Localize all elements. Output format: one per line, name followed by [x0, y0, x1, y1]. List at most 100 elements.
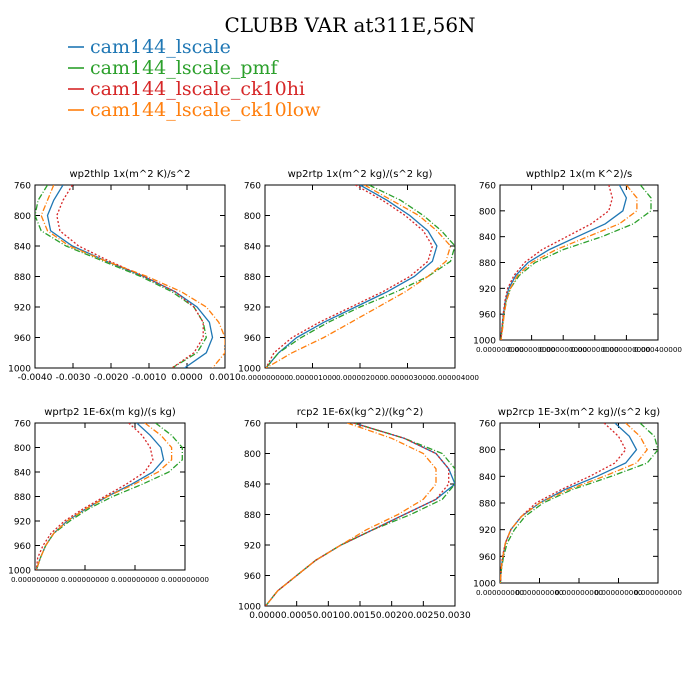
y-tick-label: 1000 — [238, 603, 261, 613]
y-tick-label: 1000 — [473, 580, 496, 590]
panel-title: wp2rtp 1x(m^2 kg)/(s^2 kg) — [288, 169, 433, 180]
series-line-cam144_lscale_pmf — [500, 185, 652, 340]
y-tick-label: 880 — [244, 511, 261, 521]
x-tick-label: -0.0040 — [18, 373, 53, 383]
legend-label-cam144_lscale_ck10hi: cam144_lscale_ck10hi — [90, 78, 305, 100]
x-tick-label: 0.0030 — [439, 611, 471, 621]
figure-title: CLUBB VAR at311E,56N — [224, 13, 475, 37]
series-line-cam144_lscale — [500, 185, 628, 340]
y-tick-label: 760 — [14, 182, 31, 192]
y-tick-label: 920 — [244, 542, 261, 552]
x-tick-label: 0.000000000 — [476, 345, 524, 354]
x-tick-label: 0.000002000 — [336, 373, 384, 382]
y-tick-label: 920 — [14, 518, 31, 528]
series-line-cam144_lscale_pmf — [35, 185, 207, 368]
x-tick-label: 0.0000 — [249, 611, 281, 621]
y-tick-label: 880 — [479, 500, 496, 510]
plot-frame — [499, 184, 659, 341]
y-tick-label: 800 — [14, 212, 31, 222]
x-tick-label: 0.000000000 — [634, 588, 682, 597]
y-tick-label: 960 — [479, 553, 496, 563]
y-tick-label: 1000 — [238, 365, 261, 375]
y-tick-label: 800 — [244, 212, 261, 222]
panel-4: rcp2 1E-6x(kg^2)/(kg^2) 760 800 840 880 920 96… — [238, 407, 471, 621]
y-tick-label: 1000 — [473, 337, 496, 347]
x-tick-label: 0.000000000 — [161, 575, 209, 584]
panel-title: wpthlp2 1x(m K^2)/s — [526, 169, 632, 180]
y-tick-label: 880 — [14, 493, 31, 503]
x-tick-label: -0.0020 — [94, 373, 129, 383]
series-line-cam144_lscale_ck10hi — [500, 185, 614, 340]
series-line-cam144_lscale_pmf — [35, 423, 183, 570]
y-tick-label: 920 — [479, 526, 496, 536]
y-tick-label: 840 — [244, 243, 261, 253]
x-tick-label: 0.000000000 — [61, 575, 109, 584]
y-tick-label: 760 — [479, 420, 496, 430]
x-tick-label: 0.000003000 — [383, 373, 431, 382]
y-tick-label: 840 — [479, 233, 496, 243]
y-tick-label: 960 — [244, 334, 261, 344]
panels: wp2thlp 1x(m^2 K)/s^2 760 800 840 880 920 960 1… — [8, 169, 682, 621]
y-tick-label: 1000 — [8, 567, 31, 577]
x-tick-label: 0.000000000 — [602, 345, 650, 354]
series-line-cam144_lscale_ck10low — [265, 185, 452, 368]
panel-5: wp2rcp 1E-3x(m^2 kg)/(s^2 kg)760 800 840 88… — [473, 407, 682, 597]
y-tick-label: 920 — [14, 304, 31, 314]
y-tick-label: 800 — [479, 207, 496, 217]
legend-label-cam144_lscale_ck10low: cam144_lscale_ck10low — [90, 99, 321, 121]
series-line-cam144_lscale_ck10low — [500, 185, 638, 340]
y-tick-label: 760 — [14, 420, 31, 430]
series-line-cam144_lscale_ck10hi — [35, 423, 154, 570]
x-tick-label: 0.0005 — [281, 611, 313, 621]
x-tick-label: 0.000000000 — [111, 575, 159, 584]
series-line-cam144_lscale — [46, 185, 214, 368]
y-tick-label: 840 — [14, 469, 31, 479]
x-tick-label: 0.000000000 — [515, 588, 563, 597]
x-tick-label: 0.0020 — [376, 611, 408, 621]
y-tick-label: 760 — [479, 182, 496, 192]
x-tick-label: 0.000000000 — [508, 345, 556, 354]
x-tick-label: 0.000000000 — [571, 345, 619, 354]
y-tick-label: 800 — [244, 450, 261, 460]
series-line-cam144_lscale — [265, 423, 455, 606]
x-tick-label: 0.000000000 — [11, 575, 59, 584]
x-tick-label: 0.0025 — [408, 611, 440, 621]
x-tick-label: 0.000000000 — [594, 588, 642, 597]
x-tick-label: 0.000400000 — [634, 345, 682, 354]
series-line-cam144_lscale_ck10low — [40, 185, 225, 368]
x-tick-label: 0.000004000 — [431, 373, 479, 382]
plot-frame — [34, 422, 186, 571]
panel-title: wprtp2 1E-6x(m kg)/(s kg) — [44, 407, 176, 418]
y-tick-label: 960 — [479, 311, 496, 321]
y-tick-label: 800 — [14, 444, 31, 454]
plot-frame — [499, 422, 659, 584]
series-line-cam144_lscale_ck10hi — [265, 423, 450, 606]
panel-3: wprtp2 1E-6x(m kg)/(s kg) 760 800 840 880 920… — [8, 407, 209, 584]
x-tick-label: 0.0000 — [171, 373, 203, 383]
panel-title: rcp2 1E-6x(kg^2)/(kg^2) — [297, 407, 424, 418]
series-line-cam144_lscale_pmf — [265, 185, 455, 368]
y-tick-label: 880 — [479, 259, 496, 269]
legend: cam144_lscalecam144_lscale_pmfcam144_lsc… — [68, 36, 321, 121]
y-tick-label: 880 — [244, 273, 261, 283]
y-tick-label: 840 — [14, 243, 31, 253]
y-tick-label: 840 — [479, 473, 496, 483]
series-line-cam144_lscale_ck10hi — [500, 423, 627, 583]
y-tick-label: 880 — [14, 273, 31, 283]
x-tick-label: 0.0010 — [209, 373, 241, 383]
legend-label-cam144_lscale: cam144_lscale — [90, 36, 231, 58]
series-line-cam144_lscale_ck10hi — [56, 185, 204, 368]
x-tick-label: 0.000000000 — [539, 345, 587, 354]
x-tick-label: -0.0010 — [132, 373, 167, 383]
plot-frame — [34, 184, 226, 369]
x-tick-label: -0.0030 — [56, 373, 91, 383]
series-line-cam144_lscale — [35, 423, 165, 570]
x-tick-label: 0.000000000 — [476, 588, 524, 597]
y-tick-label: 920 — [479, 285, 496, 295]
legend-label-cam144_lscale_pmf: cam144_lscale_pmf — [90, 57, 280, 79]
x-tick-label: 0.000001000 — [288, 373, 336, 382]
panel-2: wpthlp2 1x(m K^2)/s 760 800 840 880 920 960 100… — [473, 169, 682, 354]
panel-1: wp2rtp 1x(m^2 kg)/(s^2 kg) 760 800 840 880 92… — [238, 169, 479, 382]
y-tick-label: 1000 — [8, 365, 31, 375]
